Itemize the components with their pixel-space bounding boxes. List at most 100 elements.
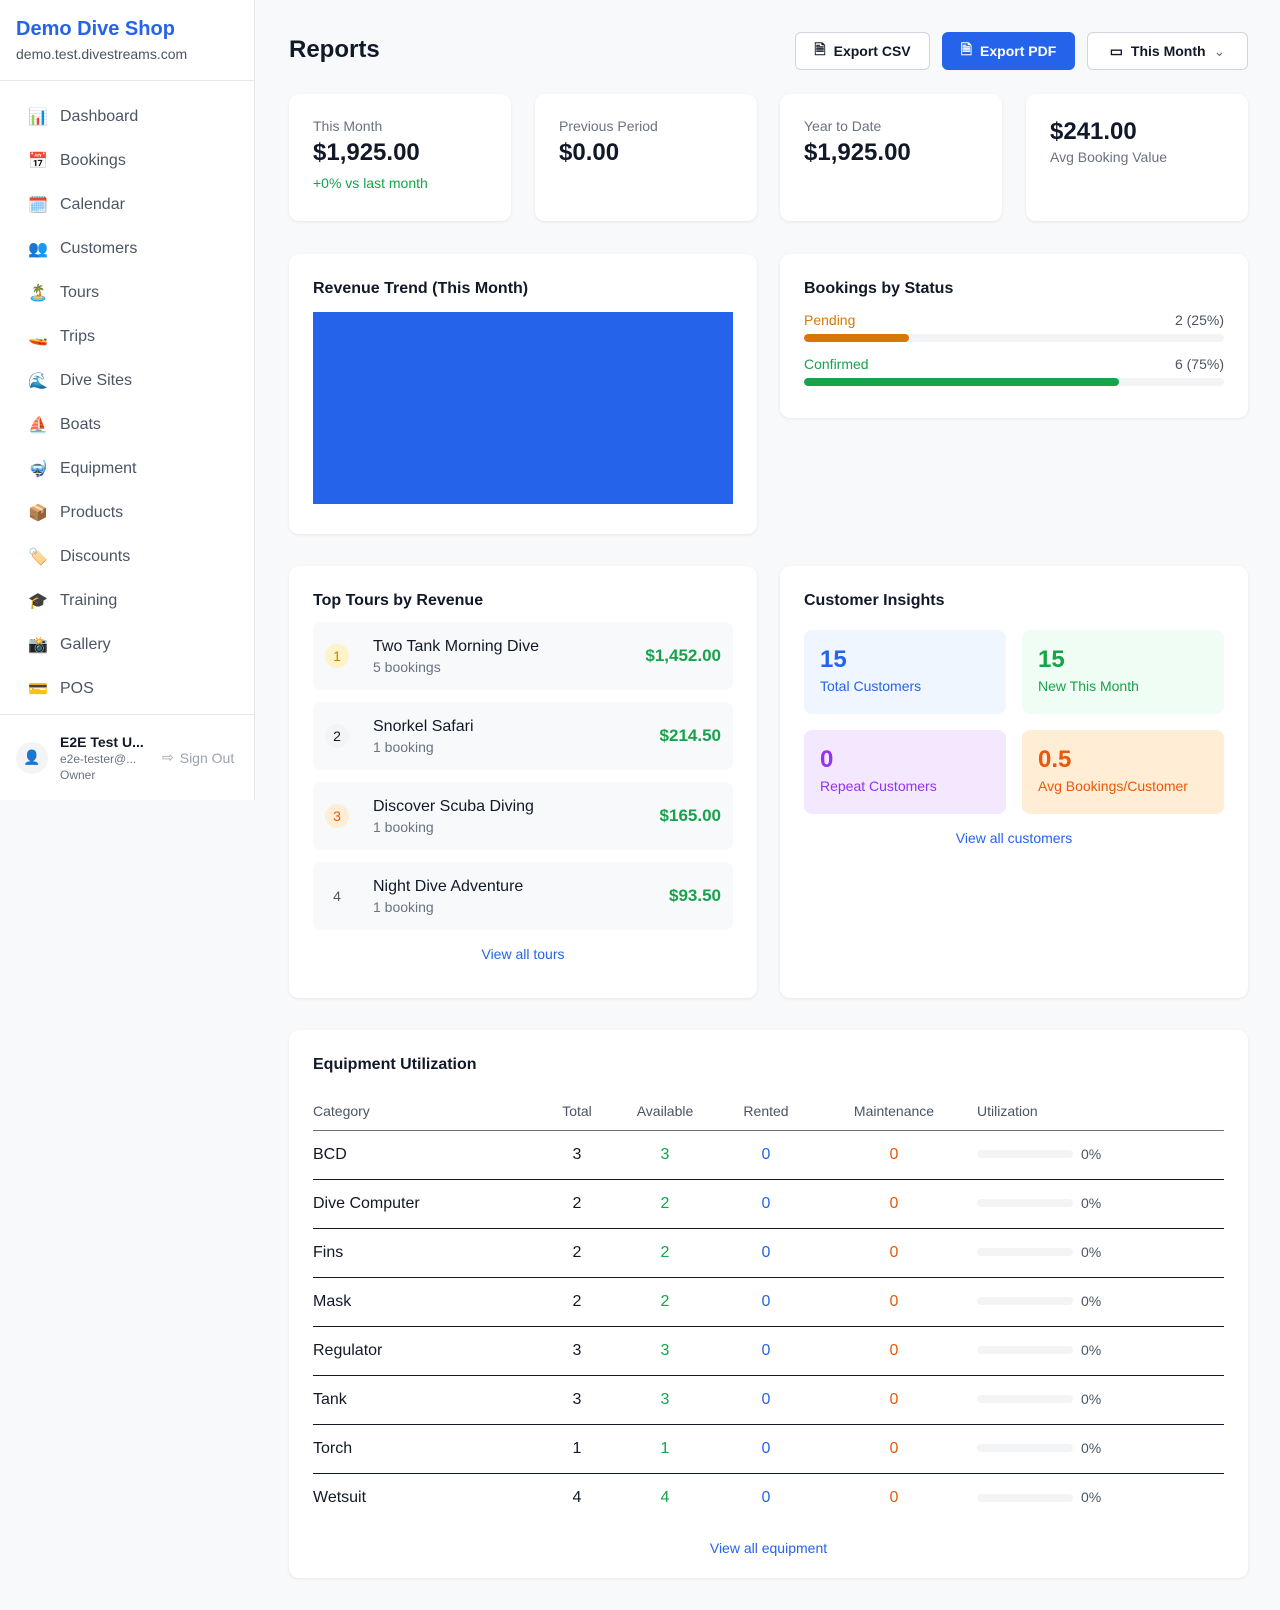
calendar-icon: ▭ [1109,42,1123,59]
utilization-percent: 0% [1081,1488,1102,1505]
export-pdf-button[interactable]: 🗎 Export PDF [942,32,1075,70]
sidebar-item-products[interactable]: 📦 Products [0,491,254,535]
rented-cell: 0 [721,1228,811,1278]
rented-cell: 0 [721,1424,811,1474]
rented-cell: 0 [721,1179,811,1229]
tour-item[interactable]: 1 Two Tank Morning Dive 5 bookings $1,452.0… [313,622,733,690]
stat-avg-booking: $241.00 Avg Booking Value [1026,94,1248,221]
utilization-percent: 0% [1081,1145,1102,1162]
sidebar-item-boats[interactable]: ⛵ Boats [0,403,254,447]
sidebar-item-label: Tours [60,284,100,301]
sidebar-item-discounts[interactable]: 🏷️ Discounts [0,535,254,579]
view-all-equipment-link[interactable]: View all equipment [709,1540,828,1556]
sidebar-item-label: POS [60,680,94,697]
stat-value: $0.00 [559,139,620,166]
sidebar-item-customers[interactable]: 👥 Customers [0,227,254,271]
available-cell: 3 [609,1130,721,1180]
sidebar-item-label: Dive Sites [60,372,133,389]
export-csv-button[interactable]: 🗎 Export CSV [795,32,930,70]
training-icon: 🎓 [28,593,48,610]
available-cell: 3 [609,1375,721,1425]
status-label: Confirmed [804,356,869,372]
view-all-tours-link[interactable]: View all tours [481,946,565,962]
tour-revenue: $1,452.00 [645,646,721,665]
dashboard-icon: 📊 [28,109,48,126]
period-select[interactable]: ▭ This Month ⌄ [1087,32,1248,70]
utilization-bar [977,1395,1073,1404]
top-tours-card: Top Tours by Revenue 1 Two Tank Morning D… [289,566,757,998]
stat-value: $1,925.00 [313,139,420,166]
sign-out-button[interactable]: ⇨ Sign Out [162,749,234,766]
sidebar-item-trips[interactable]: 🚤 Trips [0,315,254,359]
customer-insights-card: Customer Insights 15 Total Customers 15 Ne… [780,566,1248,998]
insight-value: 0.5 [1038,746,1072,773]
rented-cell: 0 [721,1375,811,1425]
insight-label: Avg Bookings/Customer [1038,778,1188,794]
insight-label: Repeat Customers [820,778,937,794]
shop-domain: demo.test.divestreams.com [16,46,188,62]
sidebar-item-bookings[interactable]: 📅 Bookings [0,139,254,183]
maintenance-cell: 0 [811,1277,977,1327]
user-role: Owner [60,767,96,782]
utilization-bar [977,1248,1073,1257]
sidebar-item-pos[interactable]: 💳 POS [0,667,254,711]
utilization-cell: 0% [977,1179,1224,1229]
sidebar-item-equipment[interactable]: 🤿 Equipment [0,447,254,491]
total-cell: 2 [545,1179,609,1229]
pos-icon: 💳 [28,681,48,698]
column-header: Total [545,1092,609,1131]
tour-item[interactable]: 2 Snorkel Safari 1 booking $214.50 [313,702,733,770]
insight-repeat-customers: 0 Repeat Customers [804,730,1006,814]
available-cell: 1 [609,1424,721,1474]
category-cell: Mask [313,1277,545,1327]
export-pdf-label: Export PDF [980,43,1057,59]
shop-name[interactable]: Demo Dive Shop [16,18,175,40]
maintenance-cell: 0 [811,1424,977,1474]
sidebar-item-dive-sites[interactable]: 🌊 Dive Sites [0,359,254,403]
status-row-pending: Pending 2 (25%) [804,312,1224,342]
sidebar-item-calendar[interactable]: 🗓️ Calendar [0,183,254,227]
table-row: Mask 2 2 0 0 0% [313,1277,1224,1327]
boats-icon: ⛵ [28,417,48,434]
total-cell: 2 [545,1228,609,1278]
bookings-status-card: Bookings by Status Pending 2 (25%) Confirm… [780,254,1248,418]
status-count: 2 (25%) [1174,312,1224,328]
export-csv-label: Export CSV [833,43,911,59]
card-title: Equipment Utilization [313,1056,477,1073]
tour-item[interactable]: 3 Discover Scuba Diving 1 booking $165.00 [313,782,733,850]
tour-item[interactable]: 4 Night Dive Adventure 1 booking $93.50 [313,862,733,930]
brand: Demo Dive Shop demo.test.divestreams.com [0,0,254,81]
rented-cell: 0 [721,1326,811,1376]
file-download-icon: 🗎 [814,41,826,57]
rented-cell: 0 [761,1488,771,1506]
tour-name: Two Tank Morning Dive [373,637,539,655]
utilization-cell: 0% [977,1130,1224,1180]
insight-label: Total Customers [820,678,922,694]
table-row: Dive Computer 2 2 0 0 0% [313,1179,1224,1229]
category-cell: Fins [313,1228,545,1278]
insight-avg-bookings: 0.5 Avg Bookings/Customer [1022,730,1224,814]
total-cell: 2 [545,1277,609,1327]
stat-value: $241.00 [1050,118,1137,145]
sidebar-item-training[interactable]: 🎓 Training [0,579,254,623]
category-cell: Tank [313,1375,545,1425]
sidebar-item-label: Boats [60,416,101,433]
sidebar-item-label: Products [60,504,124,521]
sidebar-nav: 📊 Dashboard 📅 Bookings 🗓️ Calendar 👥 Customers 🏝… [0,81,254,711]
total-cell: 3 [545,1375,609,1425]
stat-value: $1,925.00 [804,139,911,166]
sidebar-item-gallery[interactable]: 📸 Gallery [0,623,254,667]
sidebar-item-tours[interactable]: 🏝️ Tours [0,271,254,315]
utilization-bar [977,1493,1073,1502]
card-title: Customer Insights [804,592,945,609]
view-all-customers-link[interactable]: View all customers [955,830,1073,846]
products-icon: 📦 [28,505,48,522]
sidebar-item-label: Dashboard [60,108,139,125]
sidebar-item-dashboard[interactable]: 📊 Dashboard [0,95,254,139]
column-header: Maintenance [811,1092,977,1131]
tour-revenue: $93.50 [669,886,721,905]
utilization-percent: 0% [1081,1341,1102,1358]
insight-value: 15 [1038,646,1065,673]
total-cell: 1 [545,1424,609,1474]
maintenance-cell: 0 [811,1375,977,1425]
